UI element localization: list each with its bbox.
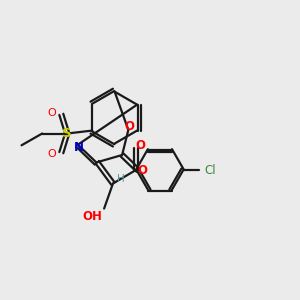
Text: Cl: Cl (205, 164, 216, 177)
Text: N: N (74, 141, 84, 154)
Text: O: O (125, 120, 135, 134)
Text: O: O (47, 108, 56, 118)
Text: S: S (62, 127, 72, 140)
Text: O: O (137, 164, 147, 177)
Text: O: O (47, 149, 56, 159)
Text: OH: OH (83, 210, 103, 223)
Text: O: O (135, 139, 145, 152)
Text: H: H (117, 174, 125, 184)
